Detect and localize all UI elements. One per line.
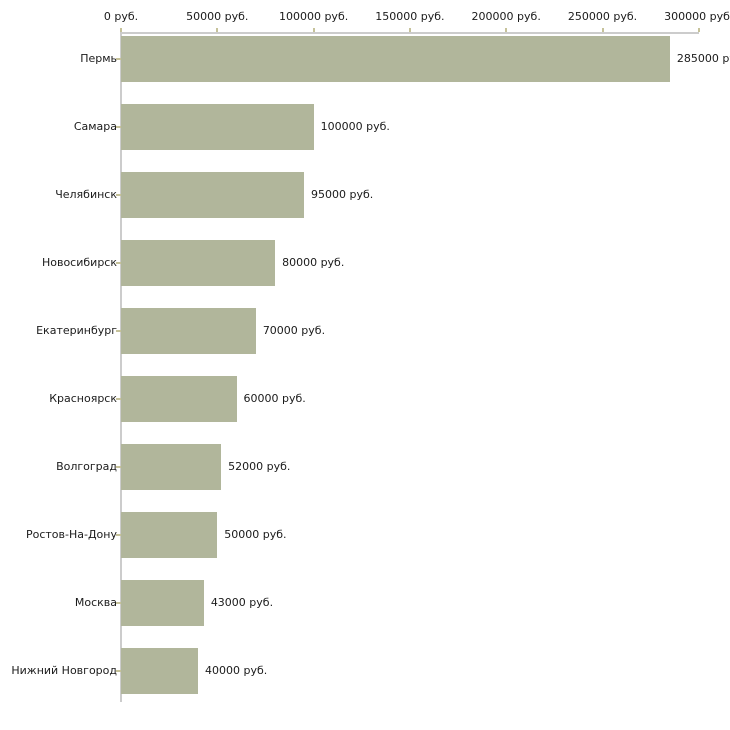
bar: [121, 172, 304, 218]
category-label: Самара: [73, 120, 117, 133]
y-axis-tick-mark: [116, 670, 121, 672]
y-axis-tick-mark: [116, 602, 121, 604]
bar: [121, 36, 670, 82]
category-label: Екатеринбург: [36, 324, 117, 337]
x-axis-tick-mark: [216, 28, 219, 32]
bar-value-label: 95000 руб.: [310, 188, 374, 201]
bar: [121, 444, 222, 490]
x-axis-tick-label: 250000 руб.: [567, 10, 638, 23]
x-axis-tick-mark: [408, 28, 411, 32]
category-label: Красноярск: [49, 392, 117, 405]
y-axis-line: [120, 32, 122, 702]
category-label: Волгоград: [56, 460, 117, 473]
bar: [121, 308, 256, 354]
x-axis-tick-mark: [505, 28, 508, 32]
x-axis-tick-label: 50000 руб.: [186, 10, 249, 23]
bar: [121, 104, 314, 150]
category-label: Ростов-На-Дону: [25, 528, 117, 541]
category-label: Нижний Новгород: [11, 664, 117, 677]
category-label: Новосибирск: [41, 256, 117, 269]
x-axis-tick-label: 300000 руб.: [664, 10, 730, 23]
bar-value-label: 52000 руб.: [228, 460, 291, 473]
x-axis-tick-mark: [697, 28, 700, 32]
category-label: Пермь: [80, 52, 117, 65]
y-axis-tick-mark: [116, 58, 121, 60]
y-axis-tick-mark: [116, 126, 121, 128]
bar-value-label: 40000 руб.: [205, 664, 268, 677]
y-axis-tick-mark: [116, 398, 121, 400]
bar-value-label: 60000 руб.: [243, 392, 306, 405]
y-axis-tick-mark: [116, 330, 121, 332]
bar-value-label: 43000 руб.: [210, 596, 274, 609]
bar-value-label: 70000 руб.: [262, 324, 326, 337]
y-axis-tick-mark: [116, 194, 121, 196]
x-axis-tick-label: 0 руб.: [103, 10, 139, 23]
y-axis-tick-mark: [116, 466, 121, 468]
category-label: Москва: [74, 596, 117, 609]
x-axis-tick-label: 100000 руб.: [278, 10, 349, 23]
y-axis-tick-mark: [116, 262, 121, 264]
bar-value-label: 50000 руб.: [224, 528, 287, 541]
x-axis-tick-mark: [312, 28, 315, 32]
y-axis-tick-mark: [116, 534, 121, 536]
x-axis-tick-label: 150000 руб.: [375, 10, 445, 23]
category-label: Челябинск: [55, 188, 117, 201]
bar-value-label: 285000 руб.: [676, 52, 730, 65]
x-axis-line: [121, 32, 699, 34]
bar: [121, 580, 204, 626]
x-axis-tick-label: 200000 руб.: [471, 10, 541, 23]
bar: [121, 648, 199, 694]
x-axis-tick-mark: [120, 28, 122, 32]
bar: [121, 240, 276, 286]
bar: [121, 376, 237, 422]
bar-value-label: 80000 руб.: [282, 256, 345, 269]
bar: [121, 512, 218, 558]
bar-value-label: 100000 руб.: [320, 120, 390, 133]
x-axis-tick-mark: [601, 28, 604, 32]
